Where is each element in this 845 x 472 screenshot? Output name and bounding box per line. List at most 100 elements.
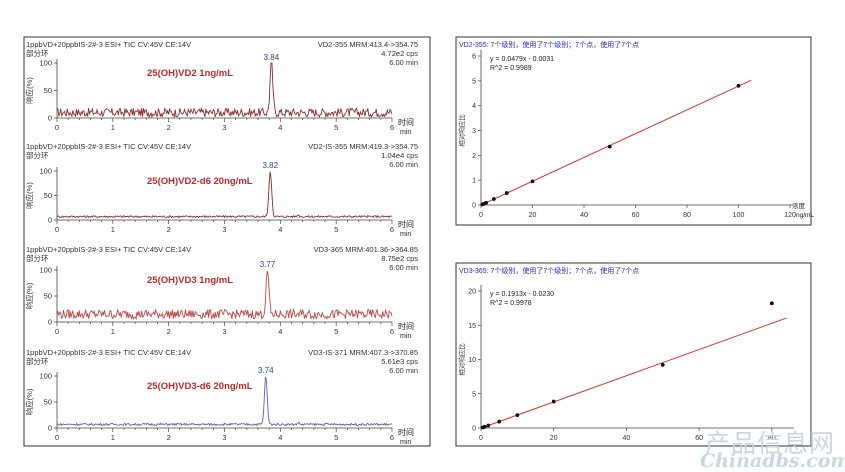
chromatogram-header-left2: 部分环: [26, 48, 49, 58]
calibration-x-tick-label: 40: [623, 435, 631, 442]
chromatogram-x-tick-label: 4: [278, 327, 282, 336]
chromatogram-y-tick-label: 50: [44, 292, 52, 301]
chromatogram-xunit: min: [400, 129, 411, 136]
calibration-x-tick-label: 120: [784, 212, 796, 219]
chromatogram-header-left2: 部分环: [26, 356, 49, 366]
calibration-equation: y = 0.0479x - 0.0031: [490, 56, 554, 63]
calibration-x-tick-label: 20: [529, 212, 537, 219]
chromatogram-x-tick-label: 3: [222, 433, 226, 442]
chromatogram-x-tick-label: 2: [167, 433, 171, 442]
calibration-equation: y = 0.1913x - 0.0230: [490, 291, 554, 298]
calibration-y-tick-label: 10: [468, 357, 476, 364]
calibration-chart-1: VD2-355: 7个级别，使用了7个级别；7个点，使用了7个点 y = 0.04…: [457, 40, 814, 219]
chromatogram-header-right: VD2-IS-355 MRM:419.3->354.75: [308, 142, 418, 151]
chromatogram-cps: 4.72e2 cps: [381, 49, 418, 58]
chromatogram-trace: [56, 171, 393, 219]
chromatogram-rt: 6.00 min: [389, 263, 418, 272]
calibration-y-tick-label: 2: [472, 153, 476, 160]
calibration-point: [551, 399, 556, 404]
calibration-r2: R^2 = 0.9978: [490, 300, 532, 307]
chromatogram-cps: 5.61e3 cps: [381, 357, 418, 366]
chromatogram-header-left: 1ppbVD+20ppbIS-2#-3 ESI+ TIC CV:45V CE:1…: [26, 245, 191, 254]
calibration-point: [769, 301, 774, 306]
calibration-ylabel: 相对响应比: [457, 343, 466, 376]
chromatogram-rt: 6.00 min: [389, 58, 418, 67]
chromatogram-header-right: VD3-IS-371 MRM:407.3->370.85: [308, 348, 418, 357]
calibration-y-tick-label: 6: [472, 54, 476, 61]
chromatogram-x-tick-label: 1: [111, 433, 115, 442]
calibration-x-tick-label: 40: [580, 212, 588, 219]
chromatogram-x-tick-label: 1: [111, 327, 115, 336]
chromatogram-xunit: min: [400, 333, 411, 340]
calibration-x-tick-label: 60: [695, 435, 703, 442]
chromatogram-x-tick-label: 5: [334, 327, 338, 336]
chromatogram-x-tick-label: 3: [222, 123, 226, 132]
chromatogram-peak-label: 3.77: [260, 260, 276, 269]
chromatogram-x-tick-label: 1: [111, 225, 115, 234]
calibration-y-tick-label: 1: [472, 178, 476, 185]
calibration-point: [660, 362, 665, 367]
calibration-y-tick-label: 15: [468, 323, 476, 330]
chromatogram-annotation: 25(OH)VD3 1ng/mL: [147, 275, 233, 286]
chromatogram-x-tick-label: 2: [167, 327, 171, 336]
chromatogram-annotation: 25(OH)VD2-d6 20ng/mL: [147, 176, 253, 187]
chromatogram-y-tick-label: 0: [48, 318, 52, 327]
calibration-xlabel: 浓度: [792, 201, 806, 210]
chromatogram-y-tick-label: 50: [44, 86, 52, 95]
chromatogram-y-tick-label: 0: [48, 216, 52, 225]
chromatogram-3: 1ppbVD+20ppbIS-2#-3 ESI+ TIC CV:45V CE:1…: [24, 245, 418, 340]
calibration-x-tick-label: 80: [683, 212, 691, 219]
chromatogram-y-tick-label: 0: [48, 424, 52, 433]
chromatogram-4: 1ppbVD+20ppbIS-2#-3 ESI+ TIC CV:45V CE:1…: [24, 348, 418, 446]
chromatogram-ylabel: 响应(%): [24, 388, 34, 415]
chromatogram-x-tick-label: 5: [334, 123, 338, 132]
chromatogram-x-tick-label: 3: [222, 327, 226, 336]
calibration-point: [530, 179, 535, 184]
calibration-r2: R^2 = 0.9989: [490, 65, 532, 72]
calibration-y-tick-label: 5: [472, 391, 476, 398]
chromatogram-xunit: min: [400, 439, 411, 446]
chromatogram-header-right: VD3-365 MRM:401.36->364.85: [314, 245, 418, 254]
chromatogram-x-tick-label: 5: [334, 433, 338, 442]
calibration-panel-frame-1: [455, 36, 812, 226]
chromatogram-xlabel: 时间: [398, 117, 414, 127]
chromatogram-y-tick-label: 100: [39, 372, 52, 381]
chromatogram-x-tick-label: 6: [390, 225, 394, 234]
calibration-x-tick-label: 60: [632, 212, 640, 219]
calibration-point: [515, 413, 520, 418]
chromatogram-ylabel: 响应(%): [24, 182, 34, 209]
chromatogram-header-left: 1ppbVD+20ppbIS-2#-3 ESI+ TIC CV:45V CE:1…: [26, 348, 191, 357]
chromatogram-x-tick-label: 2: [167, 123, 171, 132]
calibration-xunit: ng/mL: [796, 212, 814, 219]
chromatogram-y-tick-label: 100: [39, 266, 52, 275]
calibration-point: [607, 144, 612, 149]
chromatogram-x-tick-label: 6: [390, 123, 394, 132]
chromatogram-xunit: min: [400, 231, 411, 238]
calibration-fit-line: [480, 317, 787, 429]
calibration-point: [736, 83, 741, 88]
calibration-point: [486, 423, 491, 428]
chromatogram-y-tick-label: 100: [39, 59, 52, 68]
chromatogram-x-tick-label: 0: [55, 225, 59, 234]
chromatogram-x-tick-label: 0: [55, 433, 59, 442]
chromatogram-peak-label: 3.74: [258, 366, 274, 375]
calibration-title: VD2-355: 7个级别，使用了7个级别；7个点，使用了7个点: [459, 40, 639, 49]
calibration-x-tick-label: 20: [550, 435, 558, 442]
calibration-y-tick-label: 5: [472, 78, 476, 85]
chromatogram-peak-label: 3.84: [264, 53, 280, 62]
chromatogram-x-tick-label: 1: [111, 123, 115, 132]
chromatogram-x-tick-label: 6: [390, 433, 394, 442]
calibration-point: [491, 197, 496, 201]
calibration-point: [497, 419, 502, 424]
chromatogram-header-left: 1ppbVD+20ppbIS-2#-3 ESI+ TIC CV:45V CE:1…: [26, 142, 191, 151]
chromatogram-trace: [56, 376, 393, 427]
calibration-fit-line: [480, 79, 752, 206]
chromatogram-y-tick-label: 100: [39, 167, 52, 176]
chromatogram-rt: 6.00 min: [389, 160, 418, 169]
chromatogram-xlabel: 时间: [398, 219, 414, 229]
chromatogram-rt: 6.00 min: [389, 366, 418, 375]
chromatogram-2: 1ppbVD+20ppbIS-2#-3 ESI+ TIC CV:45V CE:1…: [24, 142, 418, 238]
chromatogram-cps: 8.75e2 cps: [381, 254, 418, 263]
calibration-y-tick-label: 0: [472, 426, 476, 433]
